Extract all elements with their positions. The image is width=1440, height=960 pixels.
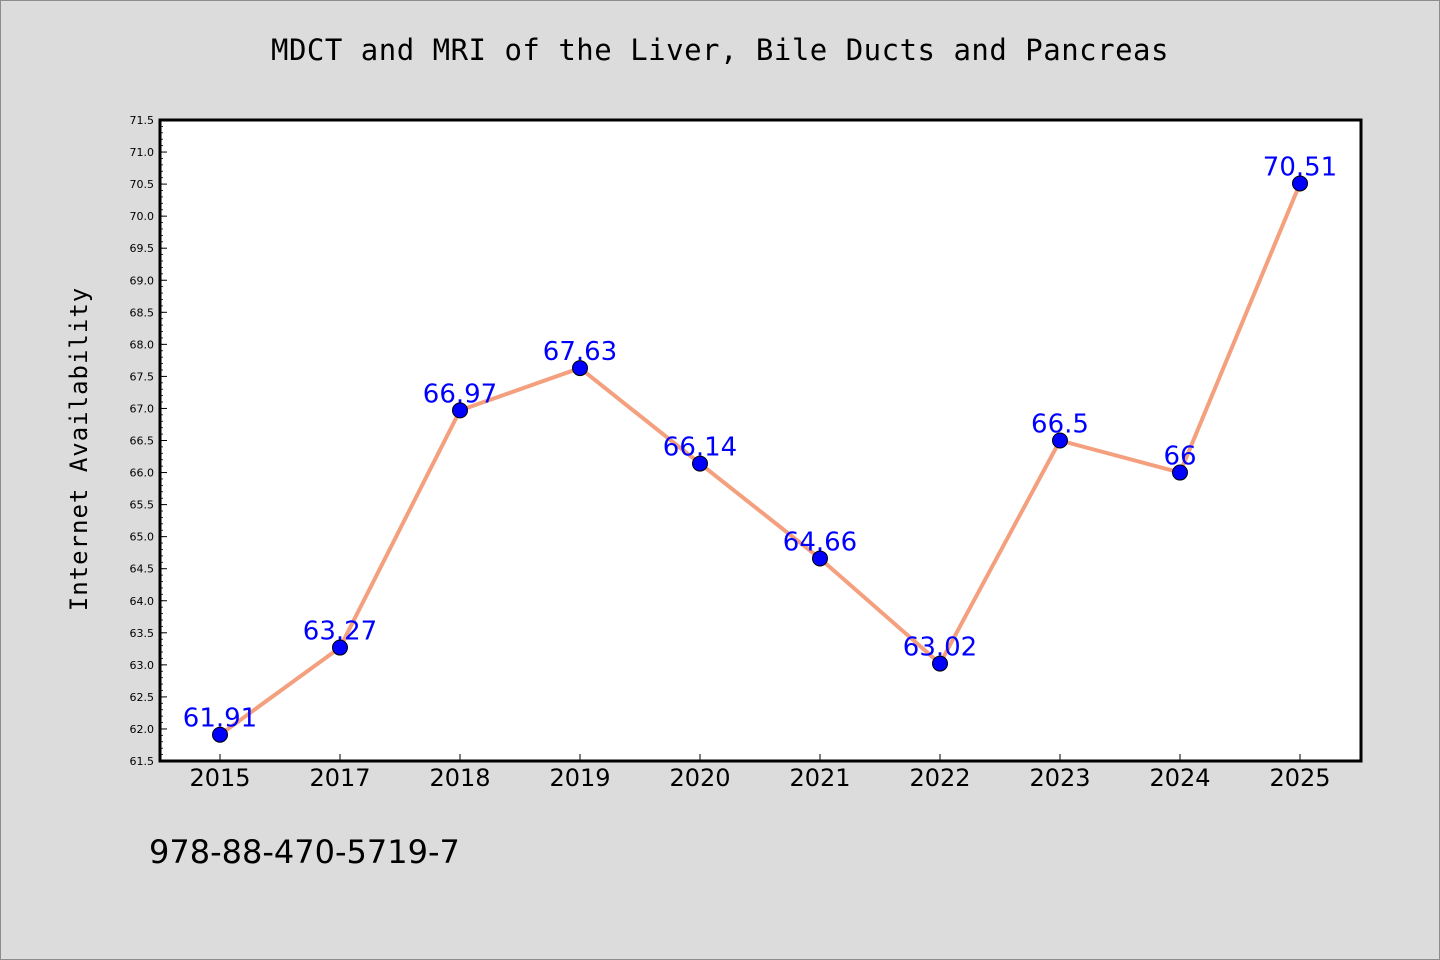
x-tick-label: 2024 <box>1149 764 1210 792</box>
data-label: 63.27 <box>303 617 377 647</box>
data-point <box>572 360 588 377</box>
data-point <box>692 455 708 472</box>
data-label: 66.97 <box>423 379 497 409</box>
data-point <box>212 726 228 743</box>
x-tick-label: 2025 <box>1269 764 1330 792</box>
x-tick-label: 2022 <box>909 764 970 792</box>
y-tick-label: 69.5 <box>130 242 155 255</box>
y-tick-label: 69.0 <box>130 274 155 287</box>
y-tick-label: 62.5 <box>130 691 155 704</box>
isbn-text: 978-88-470-5719-7 <box>149 833 460 871</box>
y-tick-label: 65.5 <box>130 499 155 512</box>
data-point <box>1172 464 1188 481</box>
x-tick-label: 2018 <box>429 764 490 792</box>
x-tick-label: 2015 <box>189 764 250 792</box>
y-tick-label: 67.5 <box>130 370 155 383</box>
x-tick-label: 2020 <box>669 764 730 792</box>
data-label: 64.66 <box>783 527 857 557</box>
data-label: 63.02 <box>903 633 977 663</box>
data-label: 66.14 <box>663 433 737 463</box>
y-tick-label: 64.0 <box>130 595 155 608</box>
y-tick-label: 62.0 <box>130 723 155 736</box>
data-label: 66.5 <box>1031 410 1089 440</box>
y-tick-label: 71.5 <box>130 114 155 127</box>
data-point <box>812 550 828 567</box>
data-point <box>1292 175 1308 192</box>
y-tick-label: 71.0 <box>130 146 155 159</box>
data-label: 70.51 <box>1263 152 1337 182</box>
x-tick-label: 2019 <box>549 764 610 792</box>
data-point <box>1052 432 1068 449</box>
y-tick-label: 70.0 <box>130 210 155 223</box>
y-tick-label: 61.5 <box>130 755 155 768</box>
data-point <box>932 655 948 672</box>
y-tick-label: 66.0 <box>130 467 155 480</box>
y-tick-label: 68.0 <box>130 338 155 351</box>
series-line <box>218 182 1302 737</box>
data-point <box>332 639 348 656</box>
chart-title: MDCT and MRI of the Liver, Bile Ducts an… <box>271 33 1169 67</box>
y-tick-label: 68.5 <box>130 306 155 319</box>
y-tick-label: 70.5 <box>130 178 155 191</box>
x-tick-label: 2017 <box>309 764 370 792</box>
data-label: 66 <box>1163 442 1196 472</box>
y-tick-label: 64.5 <box>130 563 155 576</box>
y-tick-label: 63.0 <box>130 659 155 672</box>
data-point <box>452 402 468 419</box>
plot-frame <box>158 118 1363 763</box>
data-label: 67.63 <box>543 337 617 367</box>
y-tick-label: 66.5 <box>130 435 155 448</box>
y-tick-label: 67.0 <box>130 402 155 415</box>
y-tick-label: 65.0 <box>130 531 155 544</box>
plot-area <box>160 120 1361 761</box>
y-tick-label: 63.5 <box>130 627 155 640</box>
data-label: 61.91 <box>183 704 257 734</box>
x-tick-label: 2023 <box>1029 764 1090 792</box>
x-tick-label: 2021 <box>789 764 850 792</box>
